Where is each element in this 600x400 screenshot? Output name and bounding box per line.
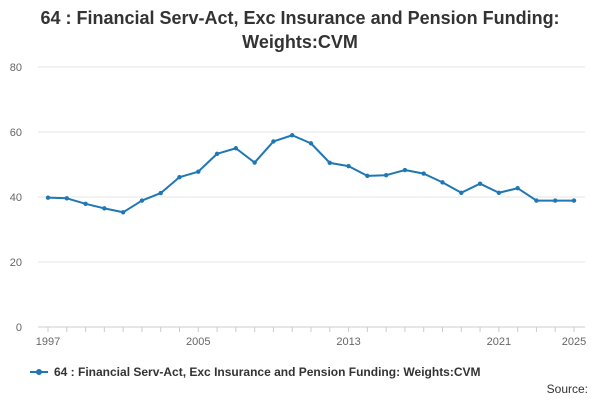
series-layer	[45, 133, 577, 215]
data-point[interactable]	[158, 190, 163, 196]
y-tick-label: 20	[10, 257, 22, 269]
data-point[interactable]	[346, 163, 351, 169]
data-point[interactable]	[440, 180, 445, 185]
x-tick-label: 2025	[562, 336, 586, 348]
data-point[interactable]	[383, 173, 389, 178]
data-point[interactable]	[515, 186, 520, 191]
data-point[interactable]	[214, 151, 220, 156]
x-tick-label: 1997	[36, 336, 60, 348]
legend[interactable]: 64 : Financial Serv-Act, Exc Insurance a…	[30, 365, 481, 379]
grid-lines	[38, 66, 585, 328]
data-point[interactable]	[45, 195, 51, 200]
legend-label: 64 : Financial Serv-Act, Exc Insurance a…	[54, 365, 481, 379]
x-tick-label: 2021	[487, 336, 511, 348]
data-point[interactable]	[252, 160, 257, 165]
chart-title-line-1: 64 : Financial Serv-Act, Exc Insurance a…	[40, 8, 560, 28]
data-point[interactable]	[459, 190, 464, 195]
chart-title: 64 : Financial Serv-Act, Exc Insurance a…	[0, 6, 600, 54]
tick-labels: 0 20 40 60 80 1997 2005 2013 2021 2025	[10, 62, 586, 348]
data-point[interactable]	[402, 167, 408, 173]
y-tick-label: 80	[10, 62, 22, 74]
data-point[interactable]	[421, 171, 426, 176]
data-point[interactable]	[327, 160, 332, 166]
data-point[interactable]	[83, 201, 88, 207]
data-point[interactable]	[139, 198, 145, 203]
y-tick-label: 0	[16, 322, 22, 334]
data-point[interactable]	[177, 174, 182, 180]
data-point[interactable]	[308, 141, 314, 146]
x-axis	[47, 327, 575, 332]
x-tick-label: 2005	[186, 336, 210, 348]
data-point[interactable]	[496, 190, 502, 195]
series-line	[47, 134, 575, 214]
legend-line-marker-icon	[30, 366, 48, 378]
data-point[interactable]	[64, 196, 69, 201]
data-point[interactable]	[534, 198, 539, 203]
data-point[interactable]	[290, 133, 295, 138]
data-point[interactable]	[553, 198, 558, 203]
data-point[interactable]	[120, 210, 126, 215]
data-point[interactable]	[233, 146, 239, 151]
source-label: Source:	[546, 382, 588, 396]
chart-title-line-2: Weights:CVM	[242, 32, 358, 52]
x-tick-label: 2013	[336, 336, 360, 348]
data-point[interactable]	[271, 139, 276, 144]
data-point[interactable]	[196, 169, 201, 174]
data-point[interactable]	[102, 206, 107, 211]
data-point[interactable]	[365, 173, 370, 179]
data-point[interactable]	[477, 181, 483, 186]
y-tick-label: 40	[10, 192, 22, 204]
y-tick-label: 60	[10, 127, 22, 139]
data-point[interactable]	[571, 198, 577, 203]
